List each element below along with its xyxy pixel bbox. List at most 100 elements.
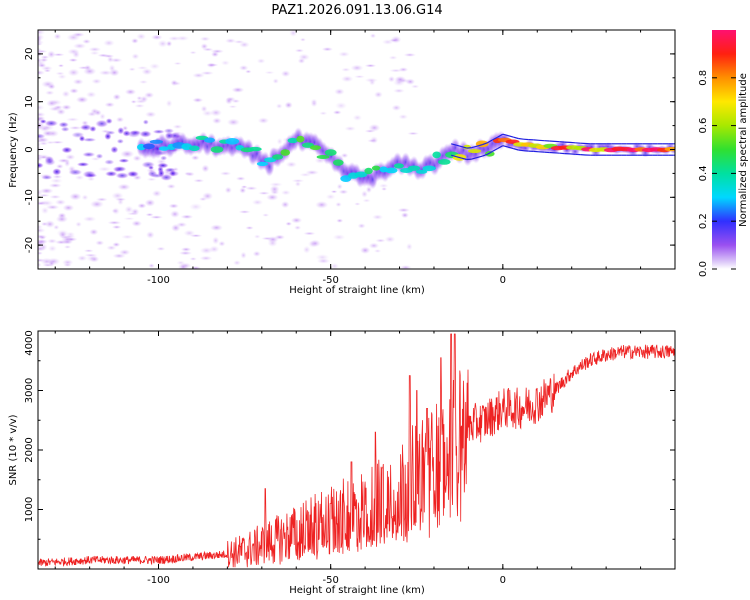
spectrogram-speckle <box>381 187 388 191</box>
spectrogram-speckle <box>294 48 305 53</box>
spectrogram-speckle <box>52 53 65 57</box>
spectrogram-speckle <box>231 87 245 93</box>
spectrogram-speckle <box>299 37 306 42</box>
spectrogram-speckle <box>384 236 396 243</box>
spectrogram-speckle <box>69 192 82 201</box>
spectrogram-speckle <box>58 231 68 239</box>
ridge-edge <box>507 146 514 150</box>
ridge-edge <box>497 145 504 150</box>
spectrogram-speckle <box>330 262 339 269</box>
spectrogram-speckle <box>183 229 196 237</box>
spectrogram-speckle <box>165 99 173 108</box>
spectrogram-speckle <box>148 263 155 269</box>
ridge-core <box>309 145 322 151</box>
spectrogram-speckle <box>38 155 43 162</box>
spectrogram-speckle <box>60 126 70 132</box>
ridge-core <box>143 143 155 150</box>
spectrogram-speckle <box>84 173 98 178</box>
spectrogram-speckle <box>235 176 246 181</box>
spectrogram-speckle <box>77 66 90 70</box>
spectrogram-speckle <box>136 33 147 40</box>
colorbar-gradient <box>712 30 736 269</box>
spectrogram-speckle <box>62 204 75 212</box>
spectrogram-speckle <box>95 153 104 159</box>
spectrogram-speckle <box>42 130 54 137</box>
spectrogram-speckle <box>178 263 189 269</box>
spectrogram-speckle <box>130 100 137 104</box>
ridge-core <box>272 154 284 160</box>
spectrogram-speckle <box>38 224 43 230</box>
spectrogram-speckle <box>325 193 336 200</box>
spectrogram-speckle <box>309 239 321 248</box>
spectrogram-speckle <box>352 114 363 121</box>
spectrogram-speckle <box>157 169 165 178</box>
ridge-core <box>158 146 170 151</box>
spectrogram-speckle <box>157 39 168 48</box>
spectrogram-speckle <box>220 60 230 66</box>
spectrogram-speckle <box>38 193 51 197</box>
x-tick-label: -100 <box>147 275 170 286</box>
spectrogram-speckle <box>44 158 56 166</box>
spectrogram-speckle <box>354 75 365 79</box>
spectrogram-speckle <box>89 228 99 236</box>
spectrogram-speckle <box>364 63 377 68</box>
ridge-edge <box>518 137 524 140</box>
ridge-core <box>324 149 337 156</box>
spectrogram-speckle <box>240 185 248 189</box>
ridge-core <box>354 171 368 178</box>
spectrogram-speckle <box>141 161 155 169</box>
spectrogram-speckle <box>61 104 72 111</box>
ridge-core <box>415 169 428 174</box>
spectrogram-speckle <box>124 205 134 214</box>
spectrogram-speckle <box>201 164 210 173</box>
spectrogram-speckle <box>47 238 58 244</box>
spectrogram-speckle <box>192 97 203 103</box>
spectrogram-speckle <box>118 158 130 163</box>
y-tick-label: -20 <box>24 237 35 253</box>
spectrogram-speckle <box>115 172 129 179</box>
spectrogram-speckle <box>211 51 219 58</box>
spectrogram-speckle <box>152 129 165 134</box>
spectrogram-speckle <box>332 110 342 115</box>
spectrogram-speckle <box>335 202 342 207</box>
spectrogram-speckle <box>294 225 302 230</box>
spectrogram-speckle <box>206 62 216 68</box>
spectrogram-speckle <box>210 109 222 117</box>
spectrogram-speckle <box>40 200 54 207</box>
spectrogram-speckle <box>387 75 396 83</box>
spectrogram-speckle <box>252 250 261 257</box>
spectrogram-speckle <box>199 255 213 261</box>
snr-x-ticks: -100 -50 0 <box>54 331 642 586</box>
spectrogram-speckle <box>360 246 371 254</box>
spectrogram-speckle <box>240 251 247 259</box>
spectrogram-speckle <box>169 170 177 177</box>
ridge-edge <box>492 147 498 152</box>
spectrogram-speckle <box>139 80 148 84</box>
spectrogram-speckle <box>285 161 297 168</box>
spectrogram-speckle <box>157 162 169 169</box>
spectrogram-speckle <box>75 96 89 104</box>
spectrogram-speckle <box>120 150 135 158</box>
spectrogram-speckle <box>258 191 270 195</box>
spectrogram-speckle <box>111 208 119 214</box>
spectrogram-speckle <box>357 223 366 229</box>
spectrogram-speckle <box>261 236 273 241</box>
spectrogram-speckle <box>239 41 250 48</box>
spectrogram-speckle <box>64 159 71 168</box>
spectrogram-speckle <box>41 206 49 215</box>
ridge-core <box>393 163 404 169</box>
spectrogram-speckle <box>38 145 43 153</box>
ridge-core <box>287 137 298 144</box>
spectrogram-speckle <box>299 172 312 177</box>
ridge-core <box>385 167 398 174</box>
snr-series-line <box>38 333 675 568</box>
spectrogram-speckle-layer <box>38 30 420 269</box>
spectrogram-speckle <box>170 210 180 218</box>
spectrogram-speckle <box>189 203 203 211</box>
spectrogram-speckle <box>38 104 45 111</box>
snr-x-axis-label: Height of straight line (km) <box>289 585 425 596</box>
spectrogram-speckle <box>319 111 328 116</box>
colorbar: 0.0 0.2 0.4 0.6 0.8 Normalized spectral ampl… <box>698 30 749 277</box>
spectrogram-speckle <box>129 130 142 136</box>
ridge-core <box>225 138 240 145</box>
